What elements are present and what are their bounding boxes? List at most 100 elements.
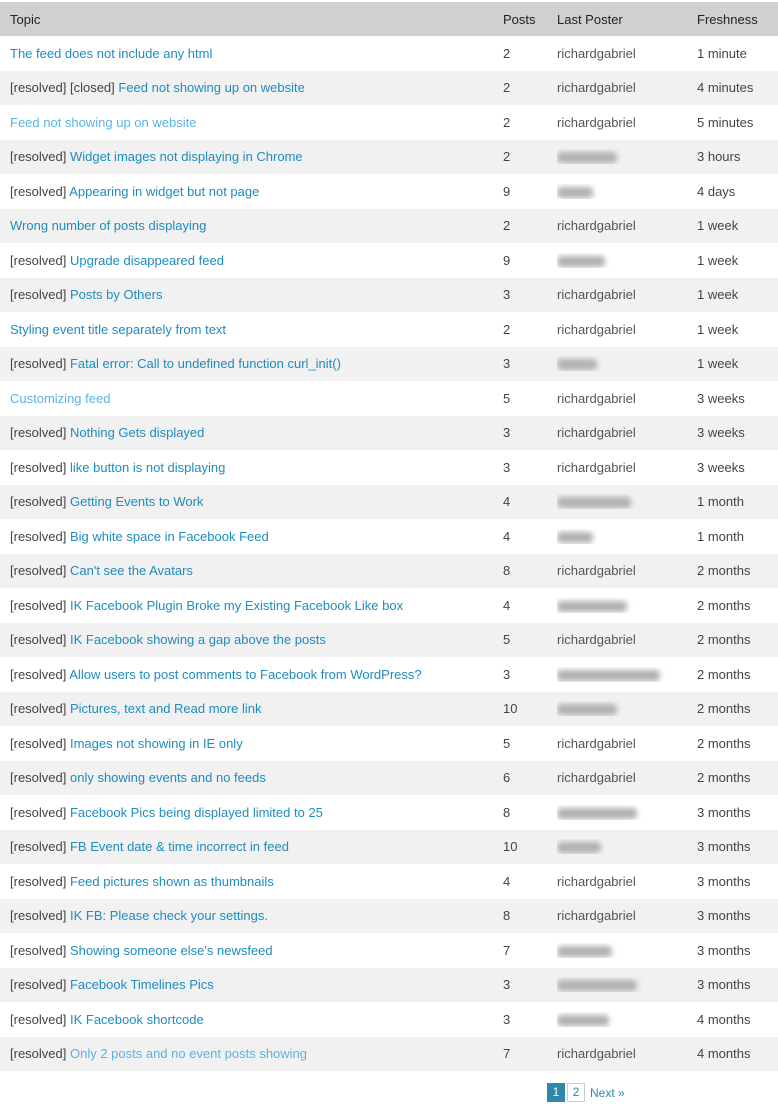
topic-link[interactable]: Facebook Timelines Pics — [69, 977, 214, 993]
topic-status-prefix: [resolved] — [10, 942, 70, 958]
pagination: 1 2 Next » — [547, 1083, 625, 1102]
topic-link[interactable]: Fatal error: Call to undefined function … — [69, 356, 341, 372]
topic-table-row: [resolved] Facebook Timelines Pics 3 3 m… — [0, 967, 778, 1002]
redacted-poster-name — [557, 152, 617, 164]
last-poster-name — [557, 149, 697, 164]
redacted-poster-name — [557, 704, 617, 716]
topic-table-row: [resolved] Only 2 posts and no event pos… — [0, 1036, 778, 1071]
topic-status-prefix: [resolved] — [10, 839, 70, 855]
topic-link[interactable]: Pictures, text and Read more link — [69, 701, 262, 717]
topic-cell: [resolved] IK Facebook showing a gap abo… — [0, 632, 503, 647]
freshness-value: 4 months — [697, 1011, 751, 1027]
topic-table-row: [resolved] Upgrade disappeared feed 9 1 … — [0, 243, 778, 278]
post-count: 2 — [503, 80, 511, 96]
topic-status-prefix: [resolved] — [10, 425, 70, 441]
topic-link[interactable]: Showing someone else's newsfeed — [69, 942, 273, 958]
freshness-value: 3 weeks — [697, 459, 745, 475]
topic-table-row: [resolved] IK FB: Please check your sett… — [0, 898, 778, 933]
topic-link[interactable]: Wrong number of posts displaying — [10, 218, 207, 234]
topic-status-prefix: [resolved] [closed] — [10, 80, 119, 96]
post-count: 2 — [503, 45, 511, 61]
topic-link[interactable]: Images not showing in IE only — [69, 735, 243, 751]
topic-status-prefix: [resolved] — [10, 287, 70, 303]
redacted-poster-name — [557, 186, 593, 198]
topic-link[interactable]: Allow users to post comments to Facebook… — [69, 666, 422, 682]
freshness-value: 1 month — [697, 528, 744, 544]
topic-status-prefix: [resolved] — [10, 701, 70, 717]
freshness-value: 1 week — [697, 287, 739, 303]
topic-link[interactable]: Getting Events to Work — [69, 494, 204, 510]
topic-link[interactable]: Feed pictures shown as thumbnails — [69, 873, 274, 889]
topic-table-row: [resolved] Images not showing in IE only… — [0, 726, 778, 761]
topic-cell: [resolved] Can't see the Avatars — [0, 563, 503, 578]
last-poster-name: richardgabriel — [557, 563, 636, 579]
topic-link[interactable]: IK FB: Please check your settings. — [69, 908, 268, 924]
topic-link[interactable]: Appearing in widget but not page — [69, 183, 260, 199]
topic-link[interactable]: Styling event title separately from text — [10, 321, 227, 337]
redacted-poster-name — [557, 669, 660, 681]
topic-link[interactable]: Nothing Gets displayed — [69, 425, 205, 441]
post-count: 2 — [503, 218, 511, 234]
topic-table-row: [resolved] [closed] Feed not showing up … — [0, 70, 778, 105]
topic-link[interactable]: IK Facebook showing a gap above the post… — [69, 632, 326, 648]
topic-status-prefix: [resolved] — [10, 735, 70, 751]
topic-link[interactable]: Feed not showing up on website — [118, 80, 305, 96]
last-poster-name — [557, 667, 697, 682]
freshness-value: 2 months — [697, 597, 751, 613]
topic-status-prefix: [resolved] — [10, 183, 70, 199]
topic-table-row: Styling event title separately from text… — [0, 312, 778, 347]
topic-cell: [resolved] Feed pictures shown as thumbn… — [0, 874, 503, 889]
topic-link[interactable]: Can't see the Avatars — [69, 563, 193, 579]
topic-link[interactable]: The feed does not include any html — [10, 45, 213, 61]
topic-status-prefix: [resolved] — [10, 632, 70, 648]
topic-table-row: [resolved] FB Event date & time incorrec… — [0, 829, 778, 864]
freshness-value: 3 weeks — [697, 390, 745, 406]
topic-cell: [resolved] Facebook Pics being displayed… — [0, 805, 503, 820]
post-count: 9 — [503, 183, 511, 199]
topic-link[interactable]: Posts by Others — [69, 287, 163, 303]
topic-link[interactable]: Widget images not displaying in Chrome — [69, 149, 303, 165]
post-count: 8 — [503, 908, 511, 924]
topic-link[interactable]: Facebook Pics being displayed limited to… — [69, 804, 323, 820]
redacted-poster-name — [557, 600, 627, 612]
freshness-value: 1 month — [697, 494, 744, 510]
last-poster-name — [557, 356, 697, 371]
topic-link[interactable]: FB Event date & time incorrect in feed — [69, 839, 289, 855]
topic-link[interactable]: only showing events and no feeds — [69, 770, 266, 786]
last-poster-name — [557, 253, 697, 268]
topic-link[interactable]: Only 2 posts and no event posts showing — [69, 1046, 308, 1062]
post-count: 3 — [503, 1011, 511, 1027]
topic-link[interactable]: Big white space in Facebook Feed — [69, 528, 269, 544]
topic-link[interactable]: IK Facebook shortcode — [69, 1011, 204, 1027]
post-count: 5 — [503, 632, 511, 648]
topic-table-row: [resolved] Appearing in widget but not p… — [0, 174, 778, 209]
topic-table-row: [resolved] Widget images not displaying … — [0, 139, 778, 174]
topic-cell: Wrong number of posts displaying — [0, 218, 503, 233]
topic-link[interactable]: IK Facebook Plugin Broke my Existing Fac… — [69, 597, 404, 613]
topic-cell: [resolved] Showing someone else's newsfe… — [0, 943, 503, 958]
topic-cell: [resolved] IK Facebook shortcode — [0, 1012, 503, 1027]
topic-link[interactable]: Customizing feed — [10, 390, 111, 406]
freshness-value: 3 months — [697, 942, 751, 958]
freshness-value: 2 months — [697, 666, 751, 682]
topic-status-prefix: [resolved] — [10, 149, 70, 165]
topic-link[interactable]: like button is not displaying — [69, 459, 226, 475]
post-count: 7 — [503, 1046, 511, 1062]
topic-cell: Customizing feed — [0, 391, 503, 406]
topic-table-row: [resolved] Fatal error: Call to undefine… — [0, 346, 778, 381]
topic-status-prefix: [resolved] — [10, 356, 70, 372]
freshness-value: 3 months — [697, 873, 751, 889]
column-header-topic: Topic — [10, 11, 41, 27]
post-count: 5 — [503, 390, 511, 406]
pagination-next-link[interactable]: Next » — [590, 1085, 625, 1100]
freshness-value: 3 weeks — [697, 425, 745, 441]
topic-link[interactable]: Feed not showing up on website — [10, 114, 197, 130]
last-poster-name: richardgabriel — [557, 321, 636, 337]
topic-status-prefix: [resolved] — [10, 597, 70, 613]
pagination-page-2-link[interactable]: 2 — [567, 1083, 585, 1102]
topic-link[interactable]: Upgrade disappeared feed — [69, 252, 224, 268]
freshness-value: 1 week — [697, 218, 739, 234]
topic-cell: [resolved] IK Facebook Plugin Broke my E… — [0, 598, 503, 613]
redacted-poster-name — [557, 531, 593, 543]
last-poster-name: richardgabriel — [557, 1046, 636, 1062]
